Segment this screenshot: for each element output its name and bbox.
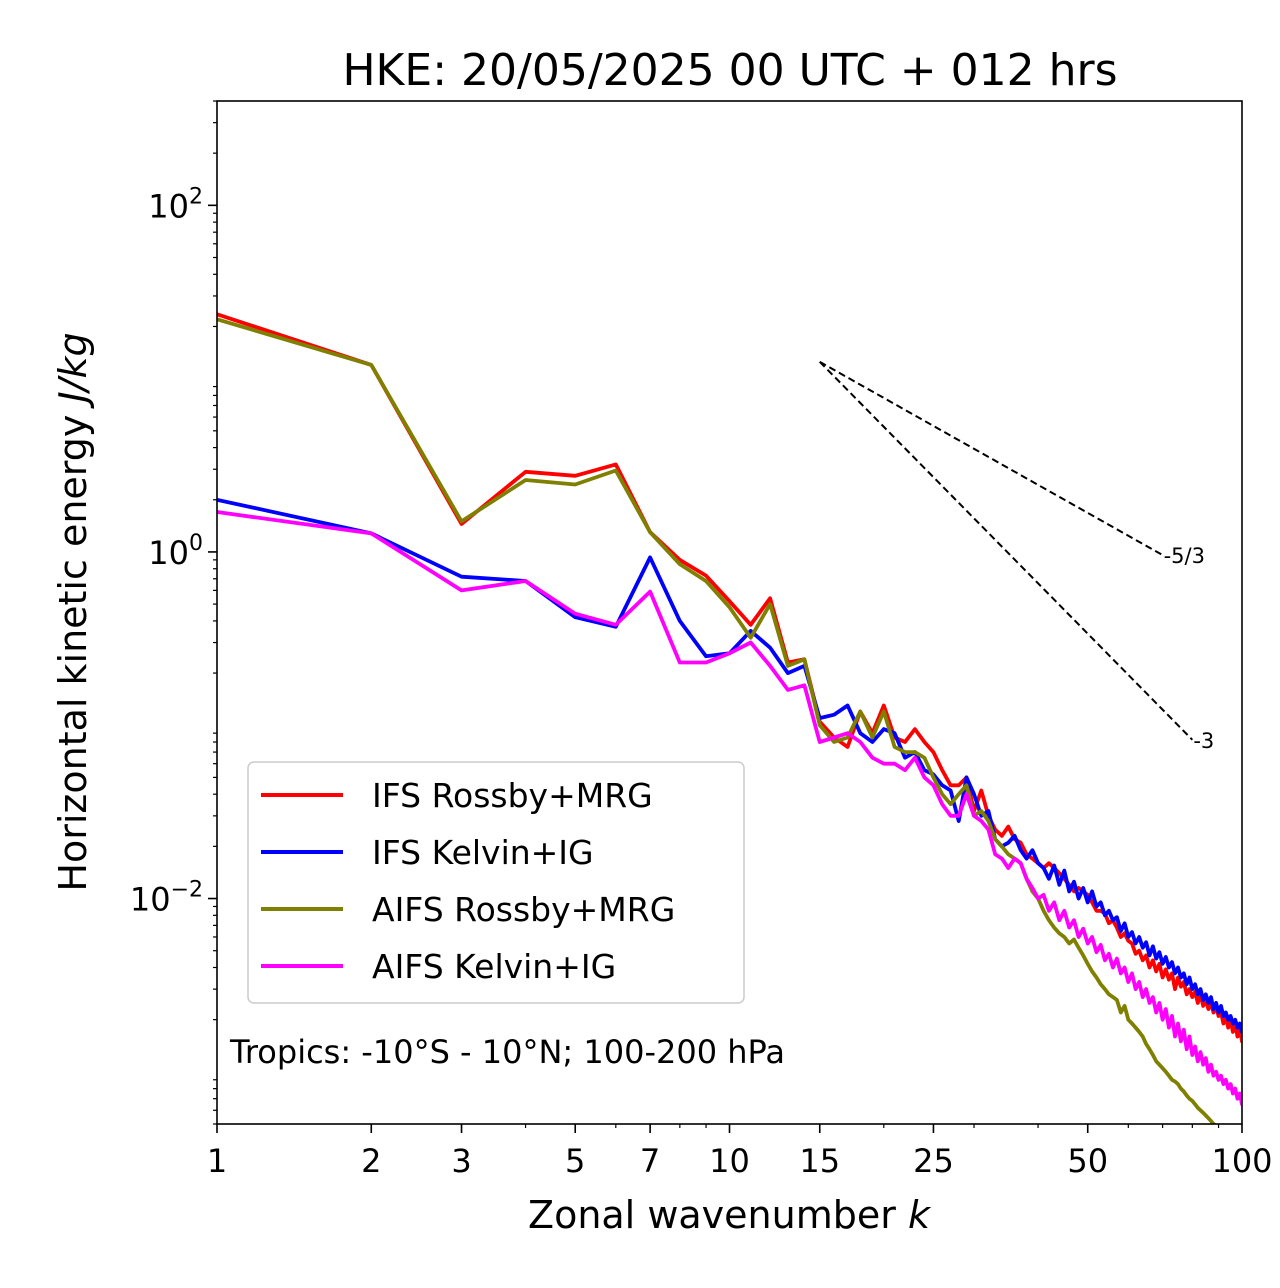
x-tick-label: 2: [361, 1142, 381, 1180]
legend-label-1: IFS Rossby+MRG: [372, 776, 653, 815]
x-tick-label: 50: [1067, 1142, 1108, 1180]
legend: IFS Rossby+MRG IFS Kelvin+IG AIFS Rossby+M…: [247, 761, 745, 1004]
series-line-2: [217, 497, 1242, 1034]
x-axis-label: Zonal wavenumber k: [528, 1193, 932, 1237]
y-tick-label: 102: [148, 184, 203, 225]
reference-lines: -5/3 -3: [819, 360, 1214, 753]
reference-line-label-1: -5/3: [1164, 544, 1205, 568]
legend-label-2: IFS Kelvin+IG: [372, 833, 594, 872]
legend-label-3: AIFS Rossby+MRG: [372, 890, 675, 929]
x-tick-label: 5: [565, 1142, 585, 1180]
legend-label-4: AIFS Kelvin+IG: [372, 947, 616, 986]
y-axis-ticks: 10−2 100 102: [130, 100, 217, 1125]
region-annotation: Tropics: -10°S - 10°N; 100-200 hPa: [229, 1033, 785, 1071]
y-tick-label: 10−2: [130, 878, 203, 919]
x-tick-label: 7: [640, 1142, 660, 1180]
y-tick-label: 100: [148, 531, 203, 572]
series-line-3: [217, 317, 1218, 1124]
reference-line-2: [819, 361, 1194, 741]
x-tick-label: 1: [207, 1142, 227, 1180]
x-tick-label: 25: [913, 1142, 954, 1180]
x-tick-label: 15: [799, 1142, 840, 1180]
x-tick-label: 100: [1211, 1142, 1272, 1180]
series-line-4: [217, 510, 1242, 1107]
chart-title: HKE: 20/05/2025 00 UTC + 012 hrs: [342, 45, 1117, 96]
x-tick-label: 3: [451, 1142, 471, 1180]
series-layer: [217, 312, 1242, 1124]
x-axis-ticks: 1 2 3 5 7 10 15 25 50 100: [207, 1124, 1273, 1180]
x-tick-label: 10: [709, 1142, 750, 1180]
legend-box: [247, 761, 745, 1004]
reference-line-label-2: -3: [1193, 729, 1214, 753]
y-axis-label: Horizontal kinetic energy J/kg: [51, 332, 95, 891]
